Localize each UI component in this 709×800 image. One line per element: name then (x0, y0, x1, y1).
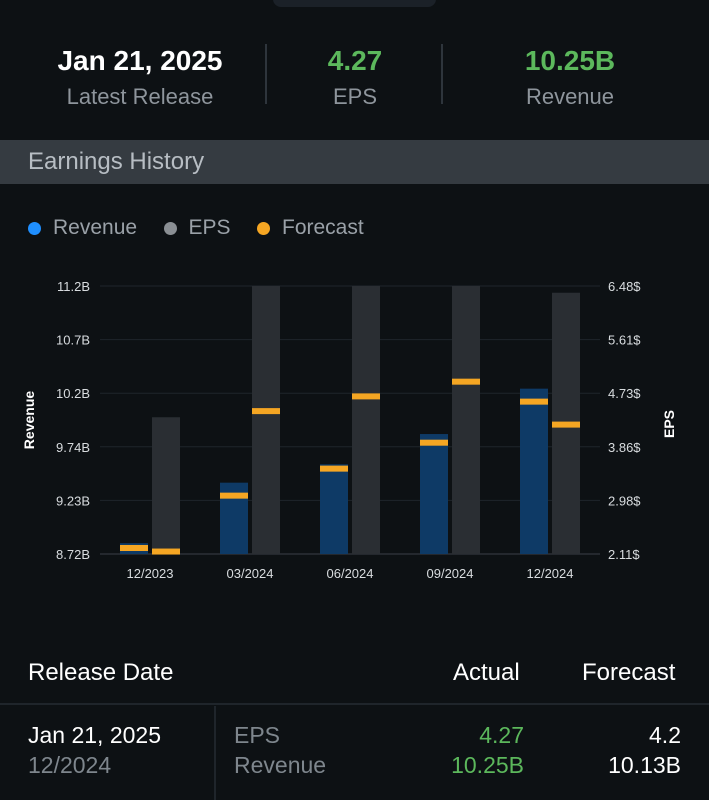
revenue-label: Revenue (525, 84, 615, 109)
legend-item-forecast[interactable]: Forecast (257, 216, 364, 240)
legend-item-eps[interactable]: EPS (163, 216, 231, 240)
y-right-tick-label: 3.86$ (608, 440, 641, 455)
forecast-eps-marker (152, 548, 180, 555)
row-actual-eps: 4.27 (479, 722, 524, 748)
eps-legend-dot-icon (163, 221, 177, 235)
row-forecast-eps: 4.2 (649, 722, 681, 748)
y-left-tick-label: 11.2B (57, 279, 90, 294)
earnings-history-chart: 8.72B 2.11$ 9.23B 2.98$ 9.74B 3.86$ 10.2B 4.73$… (21, 279, 677, 581)
forecast-eps-marker (252, 408, 280, 415)
revenue-bar (420, 434, 448, 554)
forecast-eps-marker (452, 378, 480, 385)
y-left-tick-label: 9.23B (56, 493, 90, 508)
x-tick-label: 09/2024 (427, 566, 474, 581)
eps-bar (352, 286, 380, 554)
x-tick-label: 06/2024 (327, 566, 374, 581)
eps-bar (152, 417, 180, 554)
row-metric-eps: EPS (234, 722, 281, 748)
divider (441, 44, 443, 104)
divider (0, 703, 709, 705)
y-right-tick-label: 6.48$ (608, 279, 641, 294)
header-release-date: Release Date (28, 659, 174, 686)
row-actual-revenue: 10.25B (451, 752, 524, 778)
header-forecast: Forecast (582, 659, 676, 686)
y-left-tick-label: 8.72B (56, 547, 90, 562)
top-drag-handle[interactable] (273, 0, 436, 7)
row-release-date: Jan 21, 2025 (28, 722, 162, 748)
row-period: 12/2024 (28, 752, 112, 778)
x-tick-label: 03/2024 (227, 566, 274, 581)
earnings-history-header: Earnings History (0, 140, 709, 184)
latest-release-stat: Jan 21, 2025 Latest Release (30, 38, 250, 110)
legend-label: Revenue (53, 216, 138, 239)
y-right-tick-label: 4.73$ (608, 386, 641, 401)
forecast-revenue-marker (520, 398, 548, 405)
forecast-legend-dot-icon (257, 221, 270, 235)
forecast-revenue-marker (220, 492, 248, 499)
revenue-legend-dot-icon (28, 221, 41, 235)
y-right-axis-title: EPS (661, 410, 677, 438)
x-tick-label: 12/2024 (527, 566, 574, 581)
forecast-revenue-marker (420, 439, 448, 446)
latest-release-label: Latest Release (66, 84, 214, 109)
y-left-tick-label: 10.7B (56, 333, 90, 348)
legend-label: Forecast (282, 216, 364, 239)
divider (265, 44, 267, 104)
forecast-revenue-marker (320, 465, 348, 472)
earnings-summary: Jan 21, 2025 Latest Release 4.27 EPS 10.… (0, 38, 709, 118)
revenue-stat: 10.25B Revenue (460, 38, 680, 110)
x-tick-label: 12/2023 (127, 566, 174, 581)
y-left-tick-label: 9.74B (56, 440, 90, 455)
forecast-eps-marker (552, 421, 580, 428)
legend-item-revenue[interactable]: Revenue (28, 216, 137, 240)
legend-label: EPS (188, 216, 231, 239)
latest-release-date: Jan 21, 2025 (57, 45, 223, 76)
forecast-eps-marker (352, 393, 380, 400)
eps-value: 4.27 (327, 45, 383, 76)
eps-stat: 4.27 EPS (270, 38, 440, 110)
section-title: Earnings History (28, 148, 205, 175)
divider (214, 706, 216, 800)
y-right-tick-label: 5.61$ (608, 333, 641, 348)
y-left-tick-label: 10.2B (56, 386, 90, 401)
y-right-tick-label: 2.11$ (608, 547, 640, 562)
row-metric-revenue: Revenue (234, 752, 327, 778)
table-row[interactable]: Jan 21, 2025 12/2024 EPS Revenue 4.27 10… (0, 706, 709, 798)
header-actual: Actual (453, 659, 520, 686)
y-left-axis-title: Revenue (21, 391, 37, 450)
eps-bar (452, 286, 480, 554)
y-right-tick-label: 2.98$ (608, 493, 641, 508)
row-forecast-revenue: 10.13B (608, 752, 681, 778)
eps-bar (252, 286, 280, 554)
revenue-value: 10.25B (524, 45, 616, 76)
forecast-revenue-marker (120, 545, 148, 551)
chart-legend: Revenue EPS Forecast (28, 216, 386, 246)
table-header: Release Date Actual Forecast (0, 655, 709, 695)
revenue-bar (520, 388, 548, 554)
eps-label: EPS (332, 84, 378, 109)
revenue-bar (320, 464, 348, 554)
